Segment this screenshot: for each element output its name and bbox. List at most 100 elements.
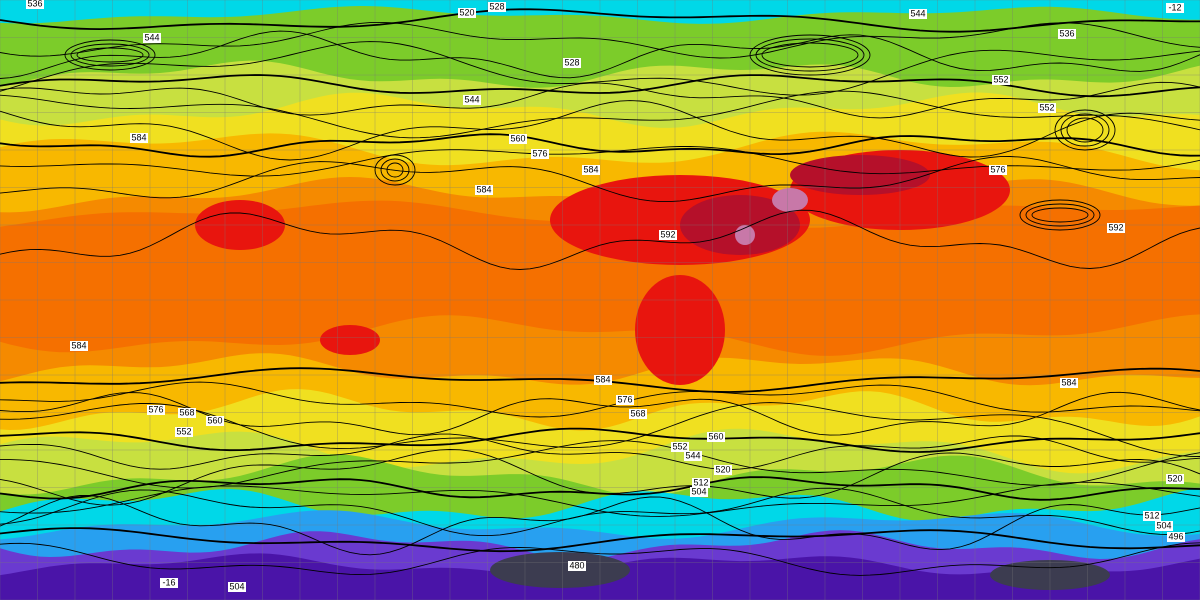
- contour-label: 536: [27, 0, 42, 8]
- contour-label: 552: [993, 74, 1008, 84]
- contour-label: 584: [595, 374, 610, 384]
- contour-loop: [761, 42, 859, 68]
- contour-label: 512: [1144, 510, 1159, 520]
- contour-line: [0, 100, 1200, 161]
- contour-label: 560: [510, 133, 525, 143]
- label-box: [568, 561, 586, 571]
- contour-label: 592: [660, 229, 675, 239]
- label-box: [509, 134, 527, 144]
- label-box: [531, 149, 549, 159]
- contour-loop: [1031, 207, 1089, 223]
- contour-label: 584: [131, 132, 146, 142]
- label-box: [1107, 223, 1125, 233]
- label-box: [1166, 474, 1184, 484]
- label-box: [684, 451, 702, 461]
- contour-loop: [386, 162, 404, 178]
- contour-line: [0, 156, 1200, 203]
- contour-label: 544: [685, 450, 700, 460]
- label-box: [594, 375, 612, 385]
- label-box: [160, 578, 178, 588]
- contour-label: 584: [583, 164, 598, 174]
- contour-line: [0, 209, 1200, 270]
- contour-label: 504: [691, 486, 706, 496]
- label-box: [616, 395, 634, 405]
- label-box: [692, 478, 710, 488]
- contour-label: 576: [148, 404, 163, 414]
- contour-labels: 536 520 528 544 536 544 528 552 552 544 584 560 576 5…: [26, 0, 1185, 592]
- contour-line: [0, 21, 1200, 59]
- label-box: [690, 487, 708, 497]
- contour-label: 512: [693, 477, 708, 487]
- label-box: [1167, 532, 1185, 542]
- contour-line: [0, 542, 1200, 576]
- contour-label: 528: [489, 1, 504, 11]
- contour-label: 496: [1168, 531, 1183, 541]
- contour-loop: [1054, 109, 1116, 151]
- hot-region: [790, 155, 930, 195]
- label-box: [488, 2, 506, 12]
- contour-loop: [1066, 117, 1104, 143]
- contour-label: 520: [459, 7, 474, 17]
- label-box: [458, 8, 476, 18]
- hot-region: [320, 325, 380, 355]
- contour-label: 552: [176, 426, 191, 436]
- label-box: [659, 230, 677, 240]
- contour-line: [0, 527, 1200, 553]
- contour-label: -16: [162, 577, 175, 587]
- contour-line: [0, 133, 1200, 158]
- contour-line: [0, 391, 1200, 436]
- contour-label: 576: [617, 394, 632, 404]
- label-box: [563, 58, 581, 68]
- contour-label: 560: [708, 431, 723, 441]
- contour-loop: [380, 158, 410, 182]
- contour-loop: [374, 154, 416, 186]
- contour-label: 584: [71, 340, 86, 350]
- label-box: [70, 341, 88, 351]
- contour-line: [0, 381, 1200, 418]
- contour-label: 544: [464, 94, 479, 104]
- label-box: [1038, 103, 1056, 113]
- label-box: [1166, 3, 1184, 13]
- contour-label: 584: [1061, 377, 1076, 387]
- contour-line: [0, 90, 1200, 139]
- contour-line: [0, 433, 1200, 471]
- label-box: [475, 185, 493, 195]
- contour-loop: [749, 34, 871, 76]
- contour-line: [0, 81, 1200, 119]
- label-box: [143, 33, 161, 43]
- contour-line: [0, 8, 1200, 33]
- contour-loop: [1025, 203, 1095, 227]
- contour-label: 520: [1167, 473, 1182, 483]
- label-box: [130, 133, 148, 143]
- label-box: [228, 582, 246, 592]
- contour-loop: [64, 39, 156, 71]
- contour-line: [0, 481, 1200, 517]
- label-box: [909, 9, 927, 19]
- label-box: [175, 427, 193, 437]
- label-box: [629, 409, 647, 419]
- label-box: [1155, 521, 1173, 531]
- label-box: [206, 416, 224, 426]
- contour-label: 592: [1108, 222, 1123, 232]
- contour-label: 560: [207, 415, 222, 425]
- contour-loop: [1060, 113, 1110, 147]
- contour-label: 528: [564, 57, 579, 67]
- label-box: [147, 405, 165, 415]
- contour-label: -12: [1168, 2, 1181, 12]
- label-box: [714, 465, 732, 475]
- contour-label: 536: [1059, 28, 1074, 38]
- label-box: [707, 432, 725, 442]
- contour-label: 544: [144, 32, 159, 42]
- contour-line: [0, 476, 1200, 501]
- label-box: [178, 408, 196, 418]
- contour-line: [0, 427, 1200, 453]
- contour-label: 480: [569, 560, 584, 570]
- label-box: [989, 165, 1007, 175]
- contour-label: 584: [476, 184, 491, 194]
- contour-label: 576: [990, 164, 1005, 174]
- label-box: [671, 442, 689, 452]
- label-box: [582, 165, 600, 175]
- cold-region: [490, 552, 630, 588]
- label-box: [1060, 378, 1078, 388]
